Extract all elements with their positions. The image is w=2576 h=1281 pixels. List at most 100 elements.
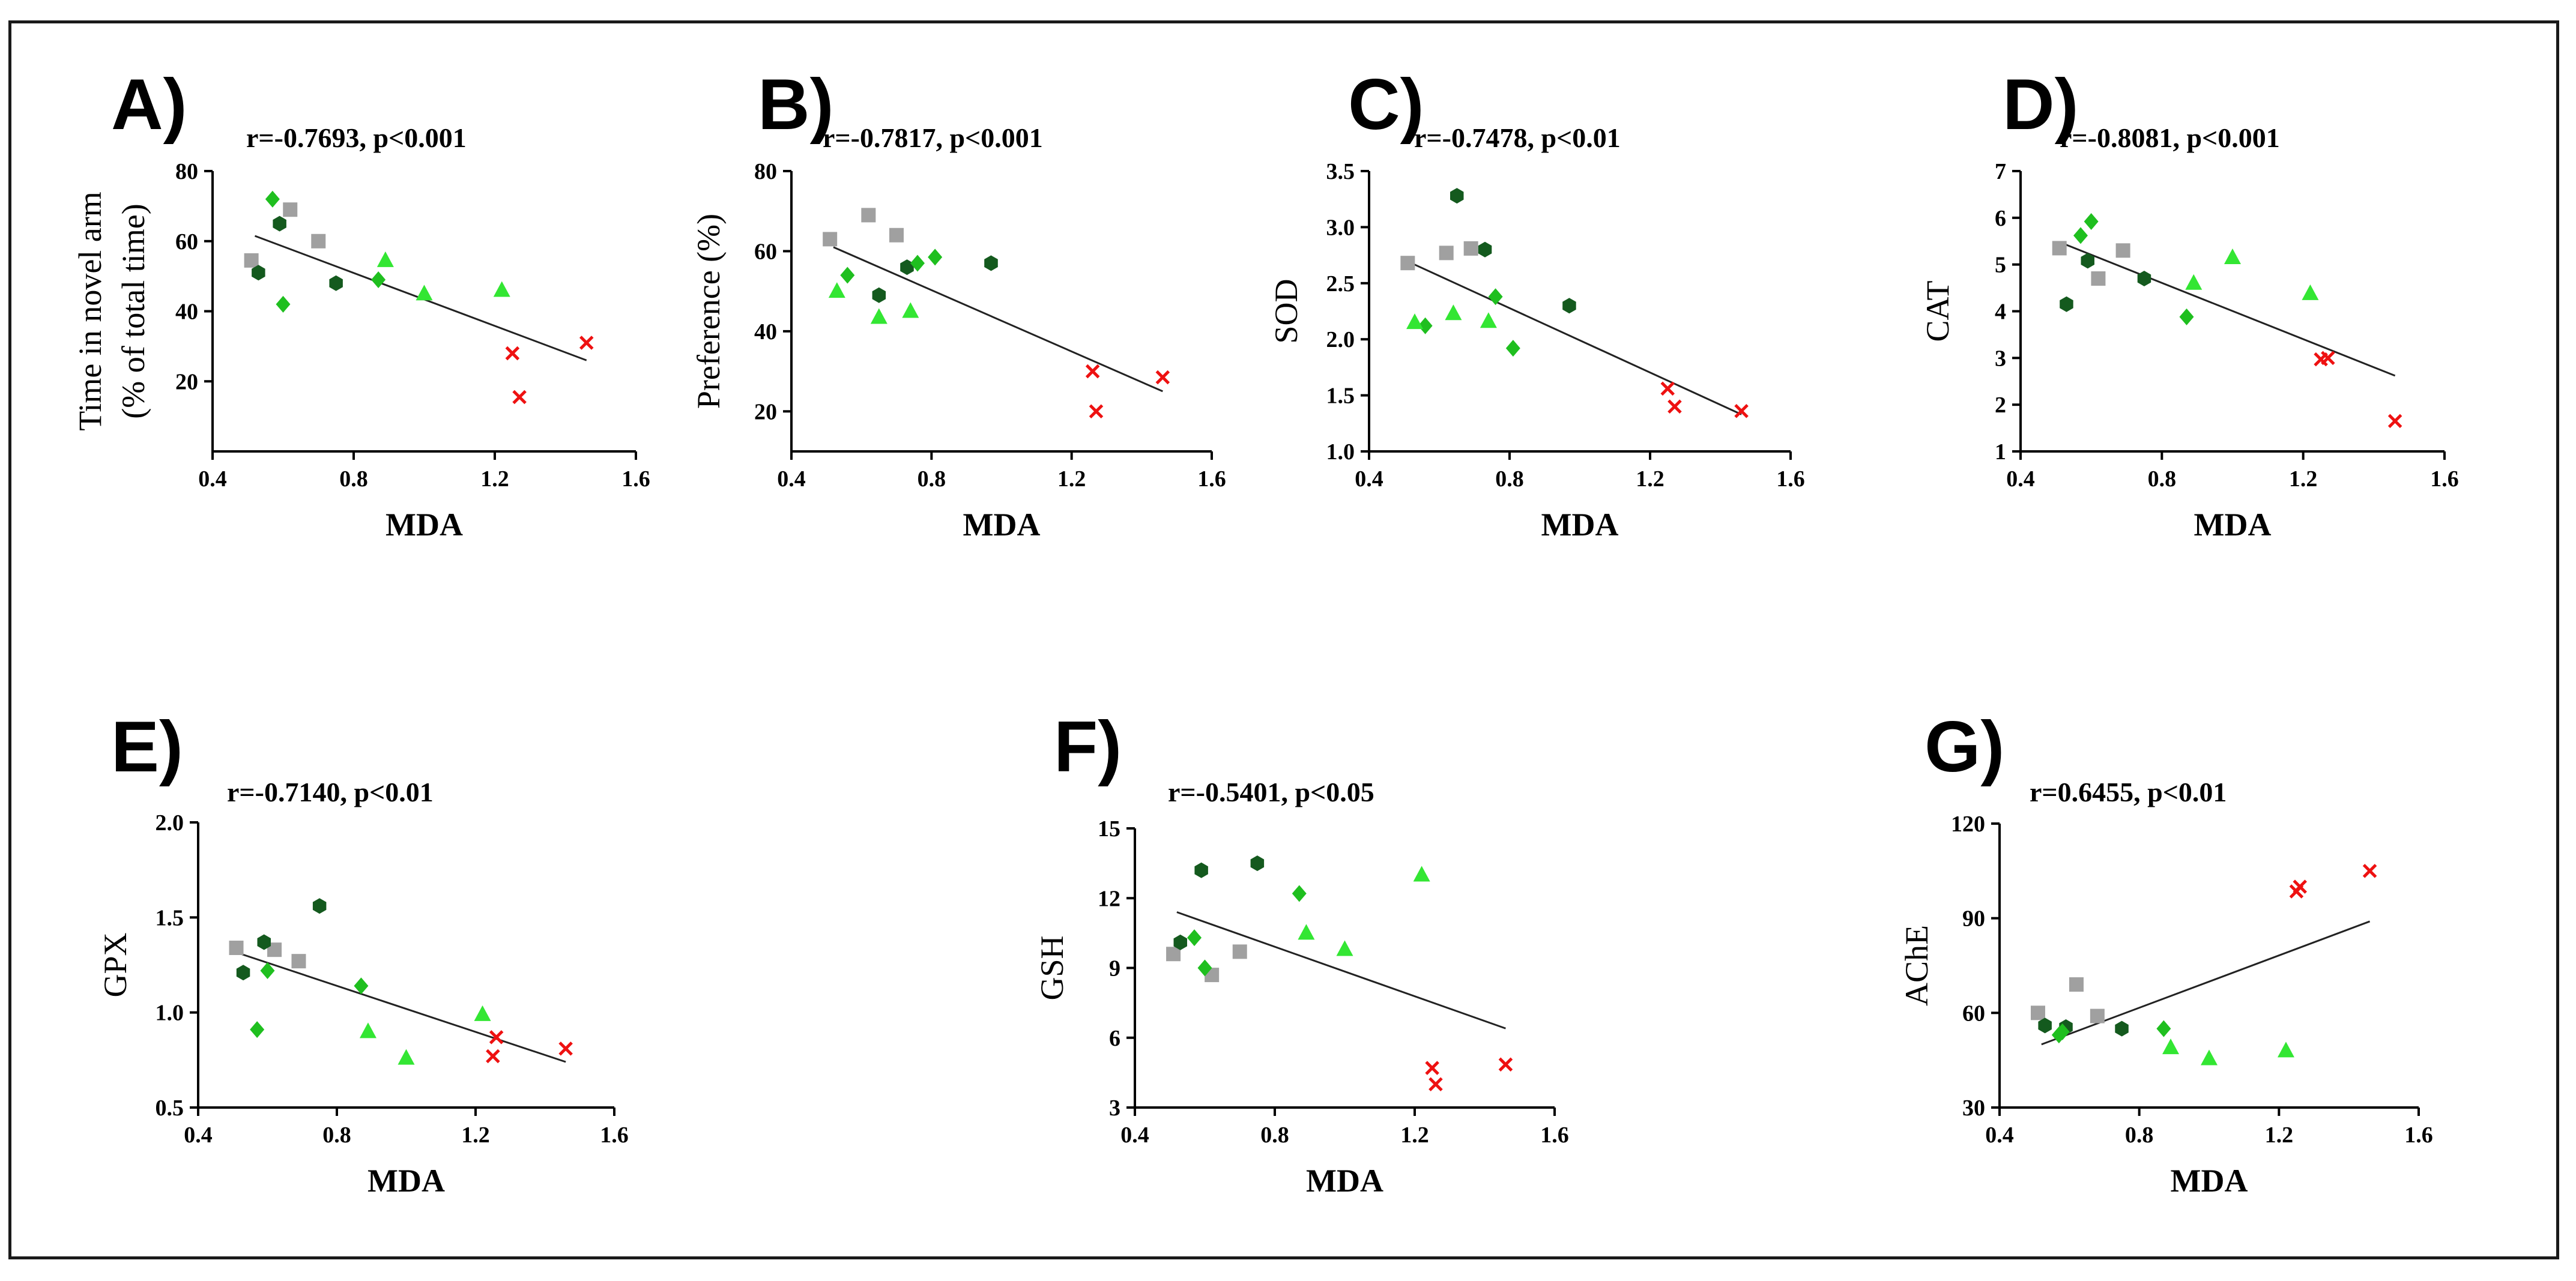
data-point-red: [1425, 1061, 1439, 1075]
data-point-red: [2321, 351, 2335, 366]
x-tick-label: 0.4: [1355, 466, 1383, 492]
data-point-light-green: [870, 308, 887, 324]
y-tick-label: 80: [754, 159, 777, 184]
y-tick-label: 30: [1962, 1096, 1985, 1121]
data-point-mid-green: [910, 255, 925, 272]
y-tick-label: 12: [1098, 886, 1120, 911]
correlation-stat: r=-0.8081, p<0.001: [2060, 122, 2280, 153]
data-point-red: [486, 1049, 500, 1064]
y-tick-label: 60: [175, 229, 198, 255]
data-point-grey: [889, 228, 904, 243]
panel-letter: A): [111, 64, 187, 145]
x-axis-label: MDA: [385, 507, 463, 543]
y-tick-label: 20: [754, 399, 777, 424]
y-tick-label: 15: [1098, 816, 1120, 842]
y-tick-label: 1.5: [1326, 384, 1355, 409]
y-tick-label: 3: [1995, 346, 2006, 371]
data-point-mid-green: [265, 190, 280, 208]
y-axis-label: Time in novel arm: [72, 191, 108, 431]
scatter-panel-f: F) r=-0.5401, p<0.05 0.4 0.8 1.2 1.6 3 6 9 12 15 MD…: [1034, 707, 1569, 1199]
regression-line: [2041, 920, 2371, 1046]
y-axis-label: GPX: [97, 932, 133, 997]
data-point-mid-green: [928, 249, 943, 266]
y-tick-label: 1.5: [156, 905, 184, 930]
data-point-mid-green: [1418, 317, 1433, 334]
data-point-dark-green: [1173, 934, 1187, 950]
y-tick-label: 60: [1962, 1001, 1985, 1026]
data-point-mid-green: [840, 267, 855, 284]
data-point-grey: [1463, 241, 1478, 256]
data-point-grey: [229, 941, 244, 955]
data-point-light-green: [2224, 248, 2241, 264]
x-tick-label: 0.4: [184, 1123, 213, 1148]
data-point-red: [1089, 404, 1104, 419]
data-point-grey: [244, 253, 259, 268]
x-tick-label: 1.2: [461, 1123, 490, 1148]
y-tick-label: 9: [1109, 956, 1120, 981]
data-point-dark-green: [329, 275, 343, 291]
x-tick-label: 0.4: [1120, 1123, 1149, 1148]
scatter-panel-g: G) r=0.6455, p<0.01 0.4 0.8 1.2 1.6 30 60 90 120 M…: [1899, 707, 2433, 1199]
data-point-light-green: [474, 1005, 491, 1021]
data-point-red: [2362, 864, 2377, 878]
data-point-light-green: [1480, 312, 1497, 328]
y-axis-label: CAT: [1920, 280, 1956, 342]
panel-letter: G): [1924, 707, 2004, 787]
correlation-stat: r=-0.7140, p<0.01: [227, 777, 434, 807]
data-point-light-green: [828, 282, 845, 298]
data-point-dark-green: [2060, 296, 2073, 312]
y-axis-label: Preference (%): [691, 214, 727, 409]
x-axis-label: MDA: [1541, 507, 1619, 543]
data-point-dark-green: [252, 265, 265, 281]
x-tick-label: 0.8: [1495, 466, 1524, 492]
data-point-mid-green: [2179, 308, 2194, 325]
scatter-panel-e: E) r=-0.7140, p<0.01 0.4 0.8 1.2 1.6 0.5 1.0 1.5…: [97, 707, 629, 1199]
data-point-dark-green: [273, 216, 286, 232]
data-point-red: [1429, 1077, 1443, 1092]
data-point-light-green: [2185, 274, 2203, 290]
x-tick-label: 1.2: [1057, 466, 1086, 492]
x-tick-label: 1.6: [2404, 1123, 2433, 1148]
correlation-stat: r=-0.7693, p<0.001: [246, 122, 467, 153]
x-tick-label: 1.6: [621, 466, 650, 492]
x-tick-label: 0.4: [2006, 466, 2035, 492]
data-point-grey: [283, 202, 298, 217]
data-point-dark-green: [1478, 241, 1492, 258]
y-tick-label: 40: [175, 300, 198, 325]
y-axis-label: (% of total time): [115, 203, 151, 418]
data-point-red: [558, 1041, 573, 1056]
x-tick-label: 1.2: [1400, 1123, 1429, 1148]
data-point-light-green: [2277, 1041, 2294, 1058]
data-point-mid-green: [1292, 885, 1307, 902]
regression-line: [1176, 911, 1506, 1029]
data-point-light-green: [1298, 924, 1315, 940]
data-point-dark-green: [236, 965, 250, 981]
data-point-dark-green: [1250, 855, 1265, 872]
data-point-grey: [1439, 246, 1454, 261]
data-point-red: [579, 336, 594, 350]
data-point-dark-green: [2038, 1017, 2052, 1034]
x-tick-label: 1.2: [2265, 1123, 2294, 1148]
data-point-grey: [1232, 944, 1247, 959]
scatter-panel-b: B)r=-0.7817, p<0.001 0.4 0.8 1.2 1.6 20 40 60 80…: [691, 64, 1226, 543]
data-point-mid-green: [354, 977, 369, 995]
data-point-red: [512, 390, 527, 405]
data-point-red: [1660, 381, 1675, 396]
y-tick-label: 5: [1995, 253, 2006, 278]
y-tick-label: 2.0: [1326, 327, 1355, 352]
data-point-dark-green: [2081, 253, 2094, 269]
y-tick-label: 6: [1109, 1026, 1120, 1051]
x-tick-label: 0.8: [1260, 1123, 1289, 1148]
panel-letter: C): [1348, 64, 1424, 145]
x-tick-label: 0.8: [339, 466, 368, 492]
data-point-light-green: [1445, 304, 1462, 321]
y-tick-label: 1.0: [156, 1001, 184, 1026]
data-point-grey: [2091, 271, 2106, 286]
y-axis-label: GSH: [1034, 935, 1070, 1000]
data-point-grey: [2115, 243, 2130, 258]
panel-letter: B): [758, 64, 834, 145]
y-tick-label: 0.5: [156, 1096, 184, 1121]
data-point-grey: [1166, 947, 1181, 962]
y-axis-label: SOD: [1268, 279, 1304, 343]
